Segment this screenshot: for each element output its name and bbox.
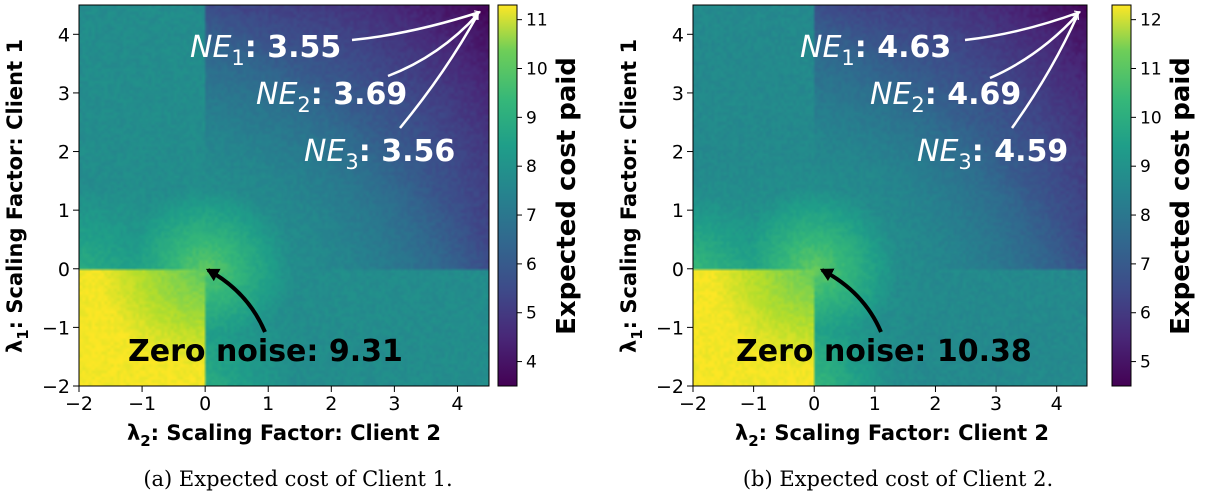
y-ticks-b: −2 −1 0 1 2 3 4 bbox=[656, 24, 693, 398]
x-tick-label: 4 bbox=[1051, 393, 1063, 415]
y-tick-label: 1 bbox=[58, 200, 70, 222]
y-tick-label: 2 bbox=[672, 142, 684, 164]
x-tick-label: 1 bbox=[262, 393, 274, 415]
x-tick-label: 3 bbox=[388, 393, 400, 415]
ne2-label-a: NE2: 3.69 bbox=[256, 77, 407, 117]
y-tick-label: −1 bbox=[656, 317, 684, 339]
y-tick-label: 2 bbox=[58, 142, 70, 164]
y-tick-label: 0 bbox=[58, 259, 70, 281]
x-tick-label: 4 bbox=[451, 393, 463, 415]
colorbar-a bbox=[498, 5, 517, 386]
colorbar-tick-label: 6 bbox=[1140, 304, 1151, 324]
colorbar-tick-label: 8 bbox=[526, 157, 537, 177]
y-tick-label: −1 bbox=[42, 317, 70, 339]
y-axis-label-b: λ1: Scaling Factor: Client 1 bbox=[617, 39, 646, 353]
x-ticks-a: −2 −1 0 1 2 3 4 bbox=[65, 386, 464, 415]
colorbar-tick-label: 11 bbox=[526, 11, 548, 31]
caption-a: (a) Expected cost of Client 1. bbox=[143, 467, 452, 491]
y-tick-label: 3 bbox=[58, 83, 70, 105]
colorbar-ticks-b: 5 6 7 8 9 10 11 12 bbox=[1131, 11, 1162, 373]
colorbar-label-b: Expected cost paid bbox=[1166, 57, 1196, 335]
ne1-label-a: NE1: 3.55 bbox=[190, 30, 341, 70]
y-tick-label: −2 bbox=[656, 376, 684, 398]
x-tick-label: 3 bbox=[990, 393, 1002, 415]
y-tick-label: 1 bbox=[672, 200, 684, 222]
colorbar-tick-label: 7 bbox=[1140, 255, 1151, 275]
x-axis-label-a: λ2: Scaling Factor: Client 2 bbox=[127, 421, 441, 450]
colorbar-tick-label: 12 bbox=[1140, 11, 1162, 31]
x-axis-label-b: λ2: Scaling Factor: Client 2 bbox=[735, 421, 1049, 450]
colorbar-tick-label: 4 bbox=[526, 353, 537, 373]
colorbar-tick-label: 5 bbox=[1140, 353, 1151, 373]
x-tick-label: 0 bbox=[199, 393, 211, 415]
x-tick-label: 2 bbox=[929, 393, 941, 415]
ne1-label-b: NE1: 4.63 bbox=[800, 30, 951, 70]
colorbar-tick-label: 10 bbox=[1140, 108, 1162, 128]
panel-a: −2 −1 0 1 2 3 4 −2 −1 0 1 2 3 4 λ2: Scaling Factor: … bbox=[3, 5, 582, 491]
panel-b: −2 −1 0 1 2 3 4 −2−101234 λ2: Scaling Factor: … bbox=[617, 5, 1196, 491]
x-tick-label: 1 bbox=[869, 393, 881, 415]
x-tick-label: −1 bbox=[128, 393, 156, 415]
colorbar-tick-label: 10 bbox=[526, 60, 548, 80]
caption-b: (b) Expected cost of Client 2. bbox=[743, 467, 1053, 491]
ne3-label-a: NE3: 3.56 bbox=[304, 134, 455, 174]
y-axis-label-a: λ1: Scaling Factor: Client 1 bbox=[3, 39, 32, 353]
colorbar-tick-label: 8 bbox=[1140, 206, 1151, 226]
y-tick-label: −2 bbox=[42, 376, 70, 398]
colorbar-tick-label: 7 bbox=[526, 206, 537, 226]
ne3-label-b: NE3: 4.59 bbox=[917, 134, 1068, 174]
y-tick-label: 0 bbox=[672, 259, 684, 281]
colorbar-tick-label: 6 bbox=[526, 255, 537, 275]
x-ticks-b: −2 −1 0 1 2 3 4 bbox=[679, 386, 1063, 415]
x-tick-label: −1 bbox=[740, 393, 768, 415]
y-ticks-a: −2 −1 0 1 2 3 4 bbox=[42, 24, 79, 398]
zero-noise-label-b: Zero noise: 10.38 bbox=[736, 334, 1032, 369]
x-tick-label: 2 bbox=[325, 393, 337, 415]
y-tick-label: 4 bbox=[58, 24, 70, 46]
y-tick-label: 4 bbox=[672, 24, 684, 46]
y-tick-label: 3 bbox=[672, 83, 684, 105]
colorbar-ticks-a: 4 5 6 7 8 9 10 11 bbox=[517, 11, 548, 373]
colorbar-label-a: Expected cost paid bbox=[552, 57, 582, 335]
colorbar-tick-label: 11 bbox=[1140, 60, 1162, 80]
zero-noise-label-a: Zero noise: 9.31 bbox=[128, 334, 403, 369]
colorbar-b bbox=[1112, 5, 1131, 386]
ne2-label-b: NE2: 4.69 bbox=[870, 77, 1021, 117]
colorbar-tick-label: 5 bbox=[526, 304, 537, 324]
x-tick-label: 0 bbox=[808, 393, 820, 415]
colorbar-tick-label: 9 bbox=[526, 108, 537, 128]
colorbar-tick-label: 9 bbox=[1140, 157, 1151, 177]
